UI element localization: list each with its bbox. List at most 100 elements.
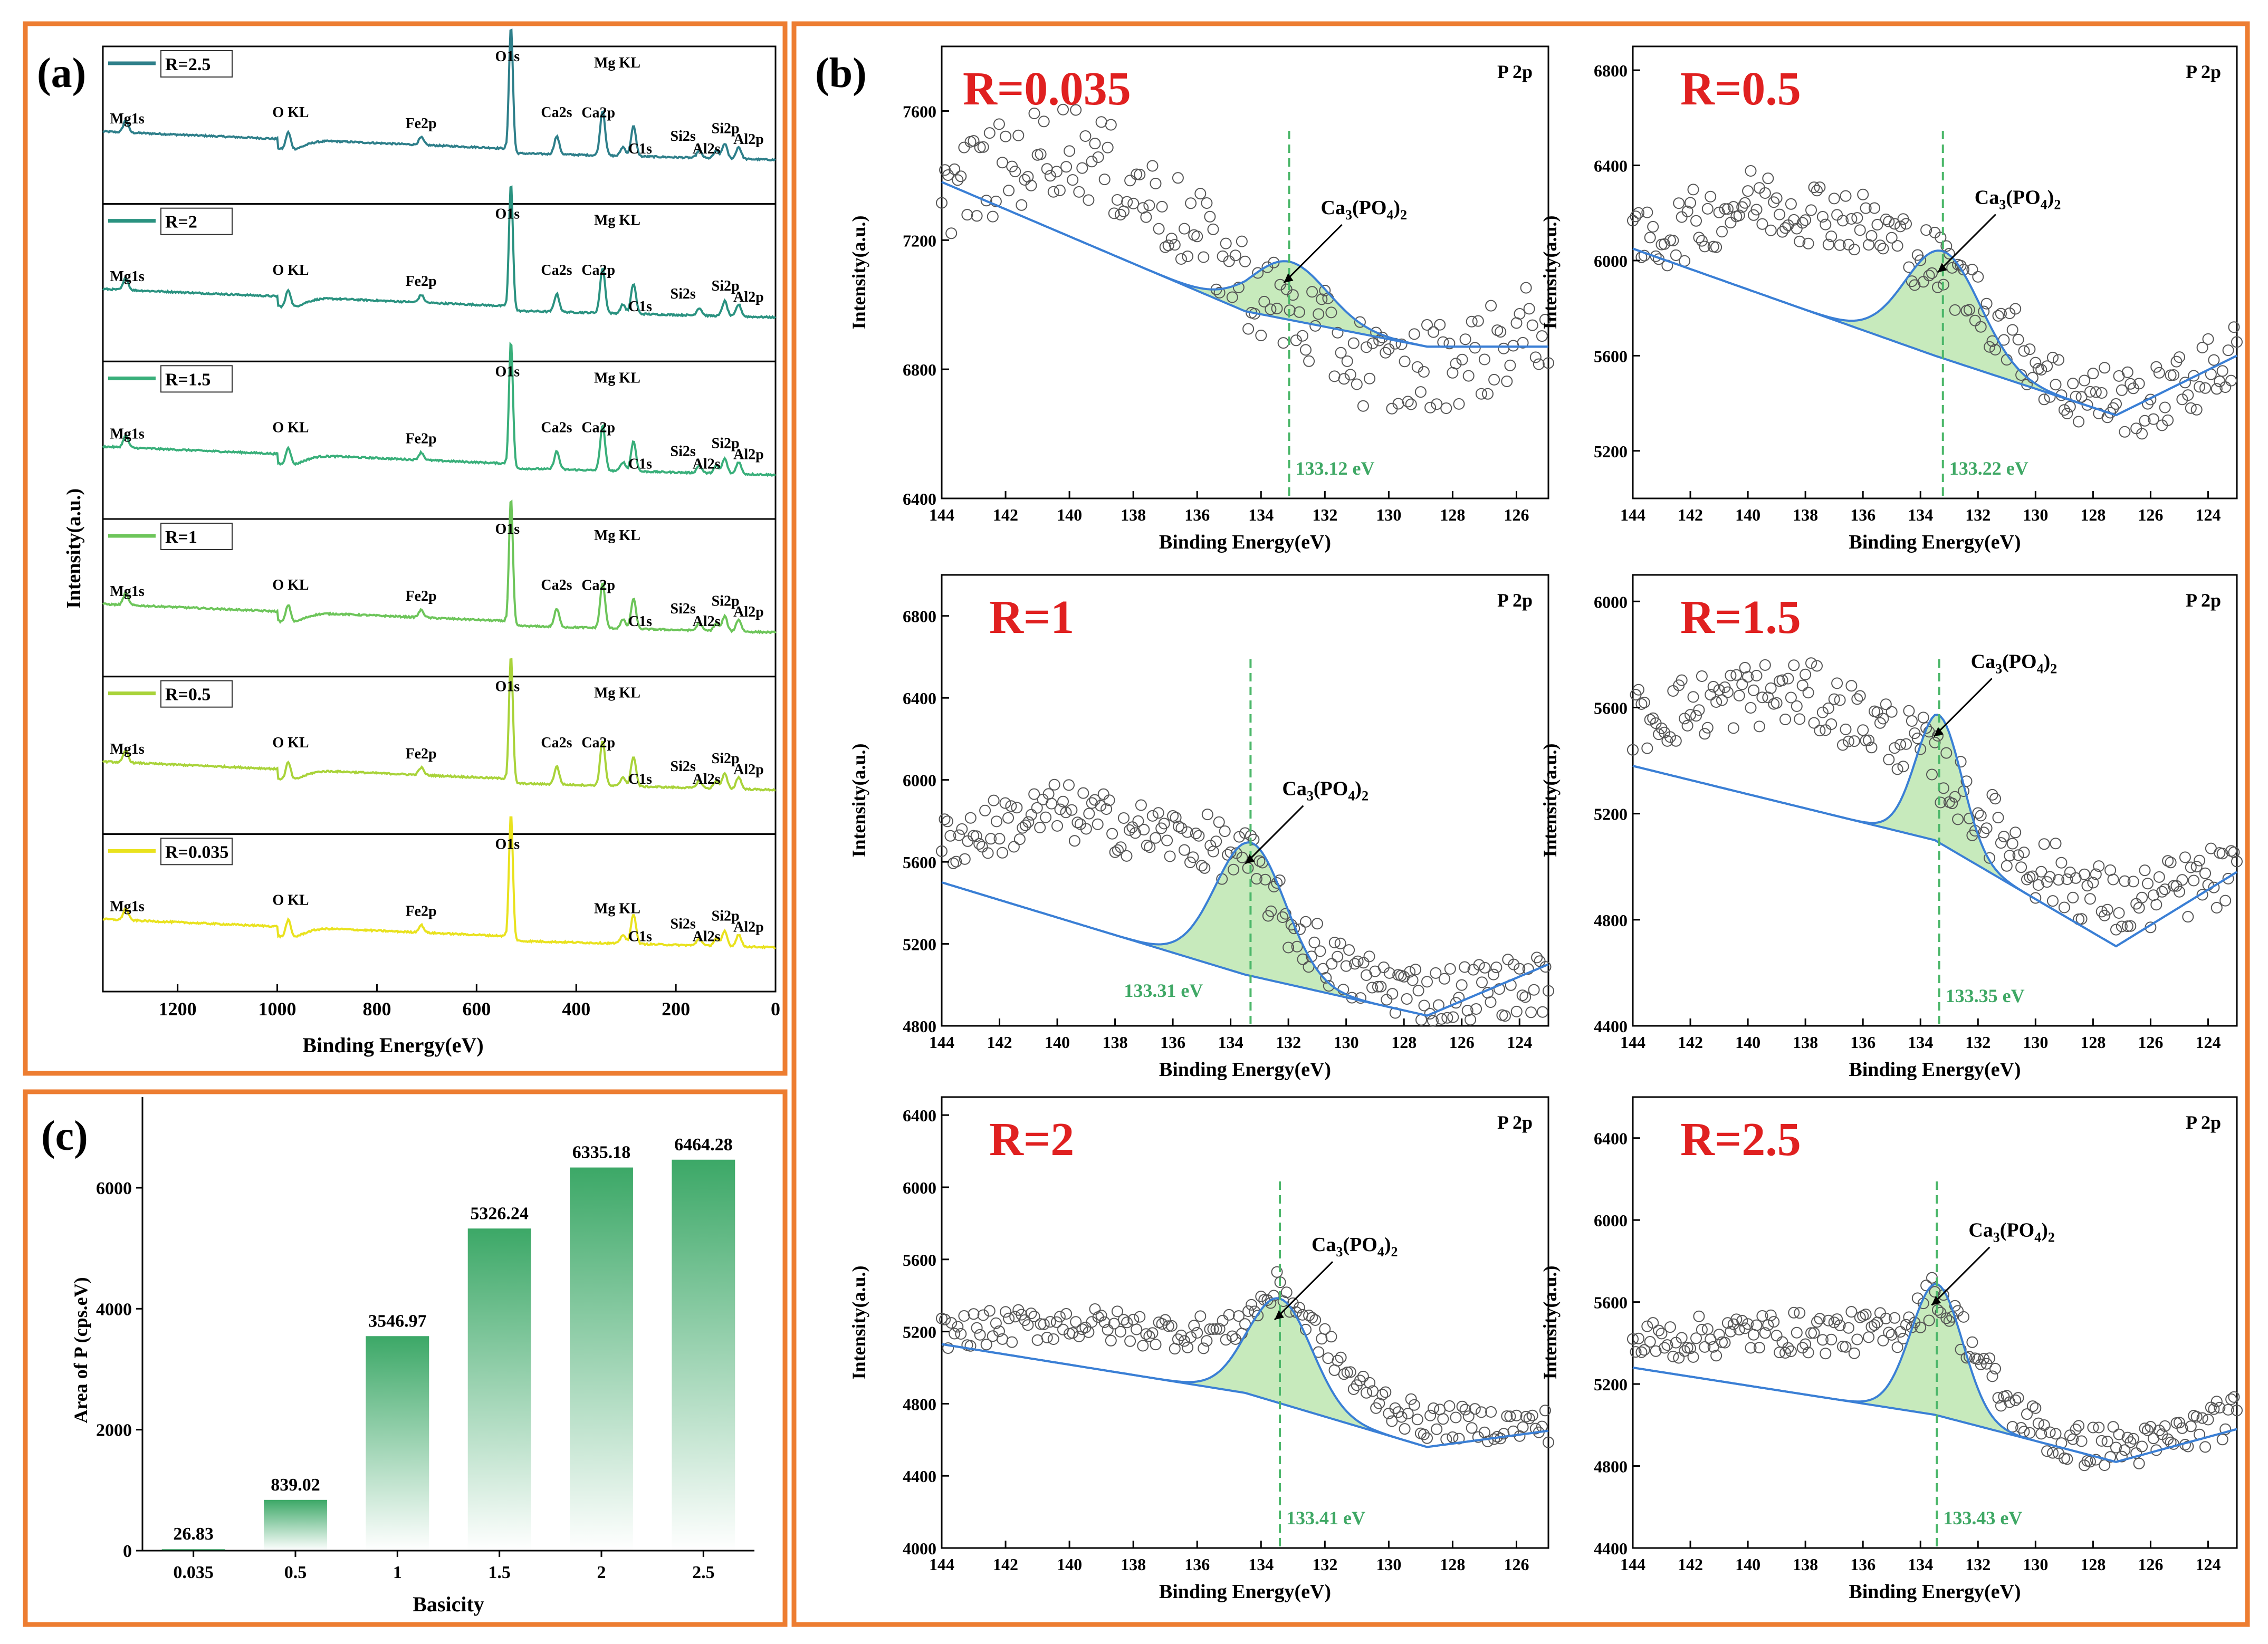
peak-label: Mg KL xyxy=(594,900,640,917)
x-tick-label: 134 xyxy=(1908,1033,1933,1052)
data-point xyxy=(1880,698,1892,710)
data-point xyxy=(1473,959,1485,971)
data-point xyxy=(1367,337,1379,349)
r-label: R=0.5 xyxy=(1680,63,1801,115)
data-point xyxy=(1424,401,1437,414)
spectrum-line xyxy=(102,185,777,319)
bar xyxy=(570,1167,633,1551)
data-point xyxy=(1143,199,1155,211)
data-point xyxy=(1667,235,1679,247)
data-point xyxy=(2055,857,2068,869)
data-point xyxy=(1341,355,1353,367)
data-point xyxy=(2018,345,2030,357)
data-point xyxy=(1057,795,1069,807)
data-point xyxy=(1057,103,1069,116)
data-point xyxy=(1162,1320,1174,1332)
data-point xyxy=(2127,876,2139,888)
data-point xyxy=(1354,316,1366,328)
data-point xyxy=(1377,962,1390,973)
data-point xyxy=(1414,386,1427,398)
data-point xyxy=(1693,704,1705,716)
data-point xyxy=(1383,967,1395,979)
data-point xyxy=(1869,1319,1880,1331)
data-point xyxy=(1051,820,1063,832)
x-tick-label: 124 xyxy=(2195,1033,2221,1052)
data-point xyxy=(1745,1342,1757,1354)
arrow-head xyxy=(1245,854,1255,864)
data-point xyxy=(1814,1313,1826,1325)
data-point xyxy=(1134,168,1146,180)
peak-label: Mg KL xyxy=(594,685,640,701)
data-point xyxy=(2196,889,2208,901)
data-point xyxy=(1969,314,1981,326)
data-point xyxy=(1242,323,1255,335)
data-point xyxy=(1690,1332,1702,1344)
x-tick-label: 144 xyxy=(1620,505,1645,524)
x-tick-label: 140 xyxy=(1057,505,1082,524)
data-point xyxy=(1730,1313,1743,1325)
peak-ev-label: 133.22 eV xyxy=(1949,458,2028,479)
x-tick-label: 144 xyxy=(929,505,954,524)
data-point xyxy=(1294,923,1306,935)
p2p-subplot: R=0.5 P 2p 133.22 eV Ca3(PO4)2 144 142 140 138 1… xyxy=(1539,45,2243,553)
data-point xyxy=(1805,657,1817,669)
data-point xyxy=(1095,800,1107,812)
data-point xyxy=(1428,1402,1440,1414)
data-point xyxy=(1966,1336,1978,1348)
data-point xyxy=(1776,674,1788,686)
data-point xyxy=(1756,1310,1768,1322)
data-point xyxy=(1978,305,1990,318)
data-point xyxy=(1854,690,1866,702)
subplot-xlabel: Binding Energy(eV) xyxy=(1159,531,1331,553)
x-tick-label: 126 xyxy=(2138,505,2163,524)
data-point xyxy=(1035,148,1047,160)
x-tick-label: 126 xyxy=(2138,1033,2163,1052)
data-point xyxy=(1095,116,1107,128)
x-tick-label: 132 xyxy=(1965,1555,1991,1574)
data-point xyxy=(1213,1323,1226,1335)
data-point xyxy=(2210,1396,2223,1408)
data-point xyxy=(1386,1415,1398,1427)
data-point xyxy=(1340,960,1352,972)
species-label: Ca3(PO4)2 xyxy=(1282,778,1369,804)
data-point xyxy=(1848,735,1860,747)
data-point xyxy=(1831,677,1843,689)
data-point xyxy=(1131,168,1143,180)
data-point xyxy=(1332,326,1344,339)
data-point xyxy=(2139,415,2151,427)
peak-label: Mg1s xyxy=(110,426,144,442)
data-point xyxy=(1179,223,1190,235)
data-point xyxy=(1297,953,1309,965)
data-point xyxy=(1220,237,1232,249)
data-point xyxy=(1067,174,1079,186)
data-point xyxy=(1679,713,1691,725)
data-point xyxy=(1118,1314,1130,1326)
data-point xyxy=(1897,761,1909,773)
spectrum-line xyxy=(102,499,777,634)
subplot-frame xyxy=(1632,45,2238,499)
peak-label: C1s xyxy=(628,771,652,787)
data-point xyxy=(1335,347,1347,359)
data-point xyxy=(1179,1335,1190,1347)
data-point xyxy=(1707,681,1719,693)
data-point xyxy=(1135,799,1147,811)
data-point xyxy=(1935,232,1947,244)
data-point xyxy=(1975,810,1987,822)
data-point xyxy=(1201,1335,1213,1347)
data-point xyxy=(1730,669,1743,681)
data-point xyxy=(942,169,954,181)
data-point xyxy=(1041,163,1053,175)
data-point xyxy=(1822,1314,1834,1326)
data-point xyxy=(1063,779,1075,791)
data-point xyxy=(1453,398,1465,410)
data-point xyxy=(1750,670,1763,681)
data-point xyxy=(1926,768,1938,781)
data-point xyxy=(1236,851,1248,863)
data-point xyxy=(1220,1334,1232,1346)
bar xyxy=(264,1499,327,1551)
y-tick-label: 4800 xyxy=(903,1017,936,1036)
data-point xyxy=(1009,166,1021,178)
data-point xyxy=(985,833,997,845)
data-point xyxy=(1685,709,1696,721)
data-point xyxy=(1076,162,1088,174)
